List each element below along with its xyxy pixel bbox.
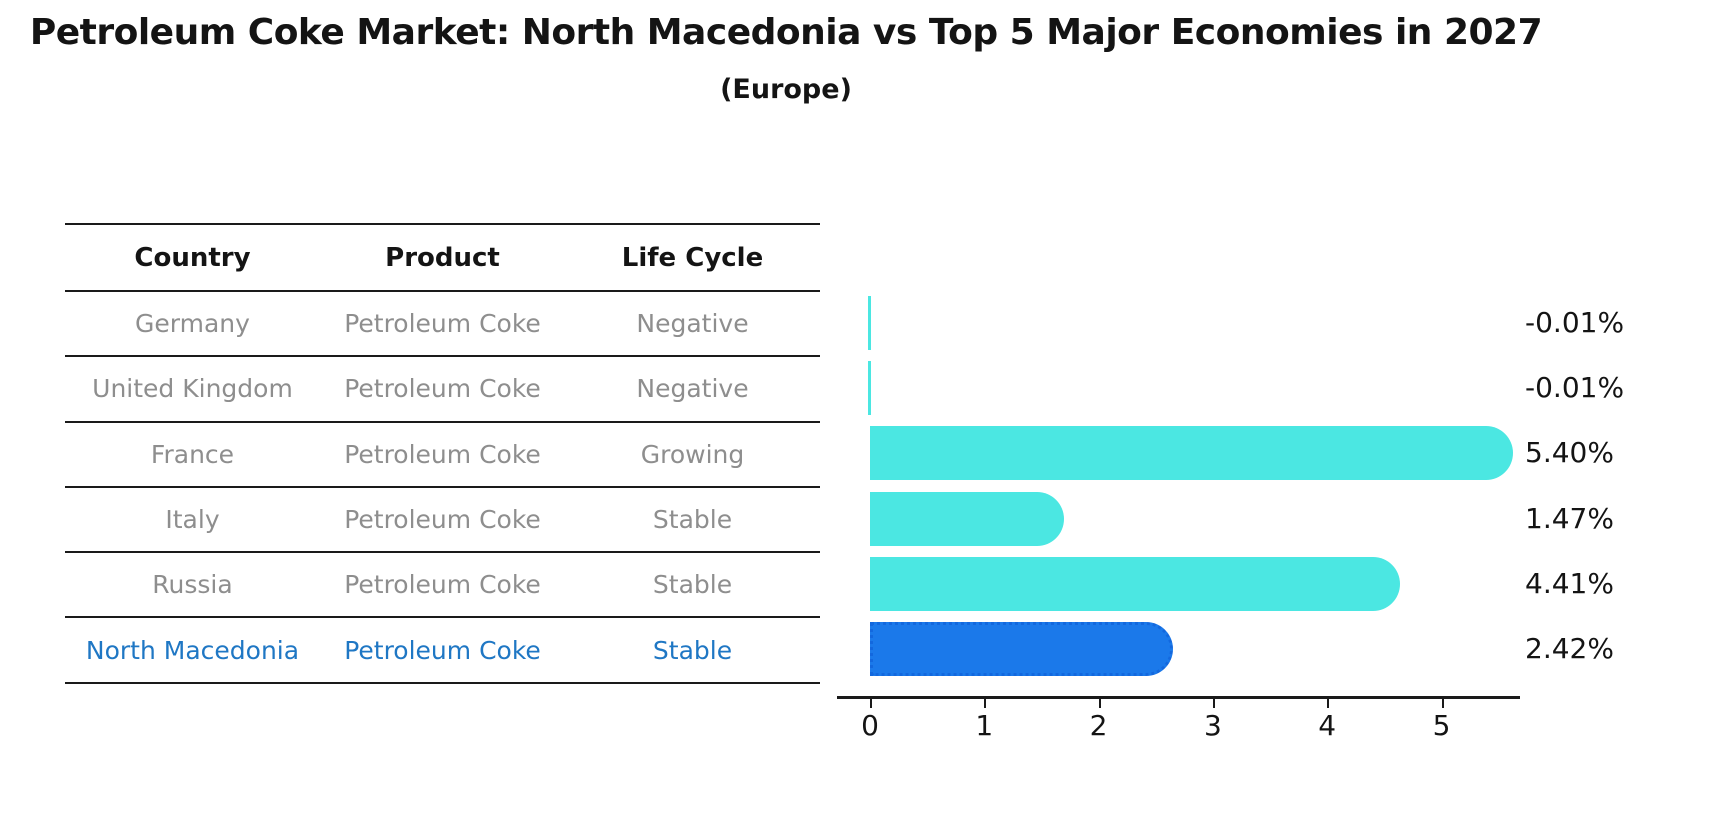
cell-lifecycle: Growing bbox=[640, 439, 745, 469]
bar-value-label: -0.01% bbox=[1525, 305, 1625, 339]
x-axis-tick bbox=[870, 699, 872, 708]
cell-country: France bbox=[150, 439, 235, 469]
cell-country: Italy bbox=[165, 505, 220, 535]
x-axis-tick-label: 0 bbox=[861, 709, 879, 742]
cell-product: Petroleum Coke bbox=[344, 570, 541, 600]
table-row: Italy Petroleum Coke Stable bbox=[65, 488, 820, 554]
table-row: United Kingdom Petroleum Coke Negative bbox=[65, 357, 820, 423]
cell-lifecycle: Negative bbox=[636, 309, 749, 339]
cell-product: Petroleum Coke bbox=[344, 374, 541, 404]
chart-title: Petroleum Coke Market: North Macedonia v… bbox=[29, 12, 1543, 53]
cell-country: Germany bbox=[135, 309, 250, 339]
cell-country: United Kingdom bbox=[92, 374, 293, 404]
bar-russia bbox=[870, 557, 1401, 612]
table-header-lifecycle: Life Cycle bbox=[621, 242, 764, 273]
chart-subtitle: (Europe) bbox=[720, 74, 852, 105]
x-axis-tick-label: 5 bbox=[1432, 709, 1451, 742]
x-axis-tick-label: 2 bbox=[1089, 709, 1108, 742]
bar-value-label: 5.40% bbox=[1525, 436, 1614, 470]
table-row: North Macedonia Petroleum Coke Stable bbox=[65, 618, 820, 684]
bar-value-label: 2.42% bbox=[1525, 632, 1614, 666]
bar-value-label: 1.47% bbox=[1525, 501, 1614, 535]
x-axis-tick-label: 4 bbox=[1318, 709, 1337, 742]
table-row: France Petroleum Coke Growing bbox=[65, 423, 820, 488]
x-axis-tick bbox=[1441, 699, 1444, 708]
cell-product: Petroleum Coke bbox=[344, 309, 541, 339]
x-axis-tick-label: 3 bbox=[1203, 709, 1222, 742]
cell-lifecycle: Stable bbox=[652, 570, 733, 600]
bar-north-macedonia bbox=[870, 622, 1173, 677]
cell-lifecycle: Negative bbox=[636, 374, 749, 404]
cell-country: Russia bbox=[152, 570, 233, 600]
x-axis-tick bbox=[1212, 699, 1215, 708]
x-axis-tick bbox=[1327, 699, 1330, 708]
bar-germany bbox=[868, 295, 871, 350]
x-axis-line bbox=[837, 696, 1520, 699]
table-row: Germany Petroleum Coke Negative bbox=[65, 292, 820, 358]
cell-lifecycle: Stable bbox=[652, 505, 733, 535]
cell-product: Petroleum Coke bbox=[344, 505, 541, 535]
table-header-country: Country bbox=[134, 242, 251, 273]
country-table: Country Product Life Cycle Germany Petrol… bbox=[65, 223, 820, 684]
table-row: Russia Petroleum Coke Stable bbox=[65, 553, 820, 619]
table-header-row: Country Product Life Cycle bbox=[65, 225, 820, 292]
bar-france bbox=[870, 426, 1514, 481]
cell-lifecycle: Stable bbox=[652, 635, 733, 665]
x-axis-tick-label: 1 bbox=[975, 709, 994, 742]
bar-value-label: 4.41% bbox=[1525, 567, 1614, 601]
cell-product: Petroleum Coke bbox=[344, 439, 541, 469]
bar-value-label: -0.01% bbox=[1525, 371, 1625, 405]
table-header-product: Product bbox=[385, 242, 500, 273]
x-axis-tick bbox=[984, 699, 987, 708]
table-body: Germany Petroleum Coke Negative United King… bbox=[65, 292, 820, 684]
cell-country: North Macedonia bbox=[85, 635, 300, 665]
cell-product: Petroleum Coke bbox=[344, 635, 541, 665]
x-axis-tick bbox=[1098, 699, 1101, 708]
bar-united-kingdom bbox=[868, 361, 871, 416]
bar-italy bbox=[870, 491, 1065, 546]
